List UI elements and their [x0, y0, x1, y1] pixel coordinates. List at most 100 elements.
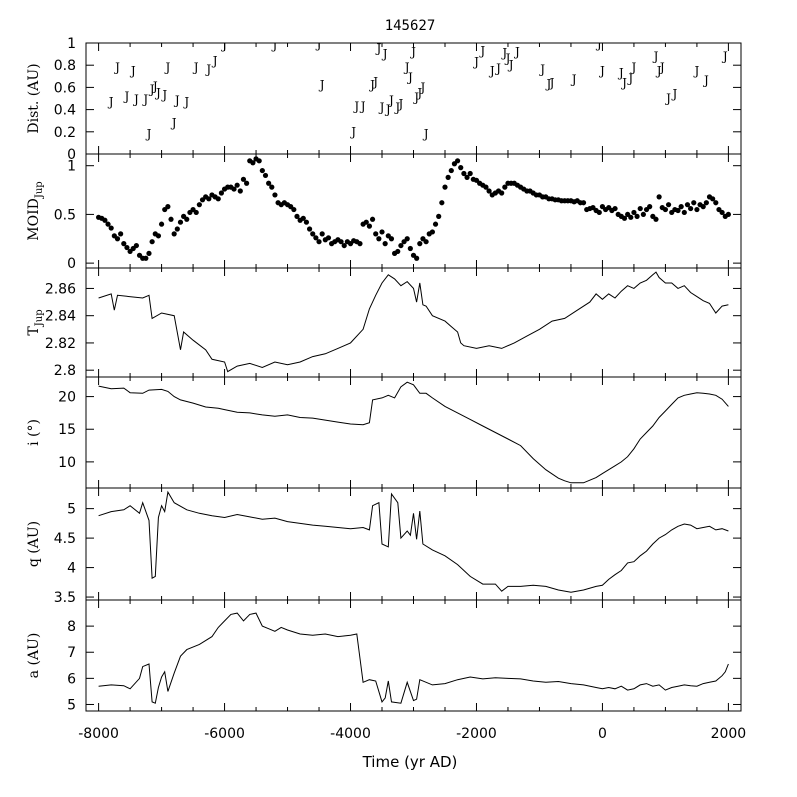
y-tick-label: 0.2 — [54, 125, 76, 141]
data-point — [259, 167, 265, 174]
series-line-tjup — [98, 271, 729, 373]
data-point — [432, 221, 439, 227]
data-point — [423, 239, 429, 245]
data-point — [338, 239, 344, 245]
chart-title: 145627 — [385, 18, 436, 34]
data-point-marker: J — [655, 64, 662, 78]
data-point — [184, 216, 190, 222]
panel-data-moid — [95, 156, 732, 261]
y-tick-label: 7 — [67, 645, 76, 661]
data-point — [647, 204, 653, 210]
data-point — [149, 239, 155, 245]
data-point — [467, 170, 473, 177]
data-point-marker: J — [500, 46, 507, 60]
data-point — [240, 176, 247, 182]
data-point-marker: J — [617, 66, 624, 80]
data-point-marker: J — [141, 93, 148, 107]
y-tick-label: 15 — [58, 422, 76, 438]
data-point-marker: J — [488, 64, 495, 78]
data-point-marker: J — [494, 62, 501, 76]
y-tick-label: 8 — [67, 619, 76, 635]
data-point-marker: J — [378, 100, 385, 114]
panel-data-a — [98, 612, 729, 704]
data-point-marker: J — [211, 54, 218, 68]
data-point-marker: J — [702, 74, 709, 88]
data-point — [621, 215, 628, 221]
data-point — [656, 194, 662, 200]
data-point — [637, 205, 643, 212]
y-tick-label: 4.5 — [54, 531, 76, 547]
y-tick-label: 2.86 — [45, 281, 76, 297]
data-point — [291, 206, 297, 213]
data-point — [369, 216, 376, 222]
data-point — [634, 213, 640, 219]
data-point-marker: J — [349, 125, 356, 139]
data-point — [678, 204, 684, 210]
data-point — [596, 209, 602, 216]
y-tick-label: 4 — [67, 561, 76, 577]
data-point-marker: J — [123, 89, 130, 103]
data-point — [486, 188, 492, 194]
series-line-a — [98, 612, 729, 704]
data-point-marker: J — [721, 49, 728, 63]
data-point — [124, 244, 130, 251]
data-point-marker: J — [163, 60, 170, 74]
data-point — [300, 215, 306, 221]
series-line-q — [98, 490, 729, 593]
x-tick-label: -4000 — [330, 726, 371, 742]
data-point — [325, 235, 332, 241]
data-point — [114, 236, 121, 242]
data-point — [694, 206, 700, 213]
y-axis-label: a (AU) — [26, 633, 42, 679]
data-point — [357, 241, 363, 247]
y-axis-label-subscript: Jup — [34, 309, 45, 327]
data-point — [713, 200, 719, 206]
data-point — [118, 231, 124, 237]
x-tick-label: 0 — [598, 726, 607, 742]
x-tick-label: -2000 — [456, 726, 497, 742]
data-point — [313, 235, 319, 241]
data-point-marker: J — [132, 93, 139, 107]
data-point-marker: J — [670, 87, 677, 101]
data-point — [675, 207, 681, 214]
data-point-marker: J — [113, 60, 120, 74]
data-point-marker: J — [409, 45, 416, 59]
data-point — [483, 184, 489, 190]
data-point — [319, 231, 325, 237]
data-point — [653, 216, 659, 222]
data-point — [436, 213, 442, 219]
data-point-marker: J — [384, 103, 391, 117]
panel-frame — [85, 267, 742, 378]
panel-frame — [85, 153, 742, 269]
panel-data-tjup — [98, 271, 729, 373]
y-tick-label: 6 — [67, 671, 76, 687]
series-line-incl — [98, 381, 729, 484]
data-point — [376, 236, 382, 242]
data-point — [502, 184, 508, 190]
panel-data-q — [98, 490, 729, 593]
data-point — [108, 225, 114, 231]
data-point — [262, 172, 269, 179]
data-point — [121, 241, 127, 247]
data-point-marker: J — [664, 92, 671, 106]
data-point — [665, 202, 672, 208]
data-point — [244, 180, 250, 186]
data-point — [404, 236, 410, 242]
data-point-marker: J — [598, 64, 605, 78]
data-point — [231, 186, 237, 192]
data-point — [379, 229, 385, 235]
data-point — [454, 158, 461, 164]
data-point — [442, 184, 448, 190]
y-tick-label: 0 — [67, 147, 76, 163]
panel-data-incl — [98, 381, 729, 484]
data-point — [269, 184, 275, 190]
data-point — [272, 192, 278, 198]
data-point-marker: J — [548, 76, 555, 90]
data-point-marker: J — [151, 79, 158, 93]
data-point — [640, 211, 646, 218]
data-point — [725, 211, 732, 218]
data-point-marker: J — [173, 94, 180, 108]
data-point — [417, 241, 423, 247]
data-point — [193, 209, 199, 216]
